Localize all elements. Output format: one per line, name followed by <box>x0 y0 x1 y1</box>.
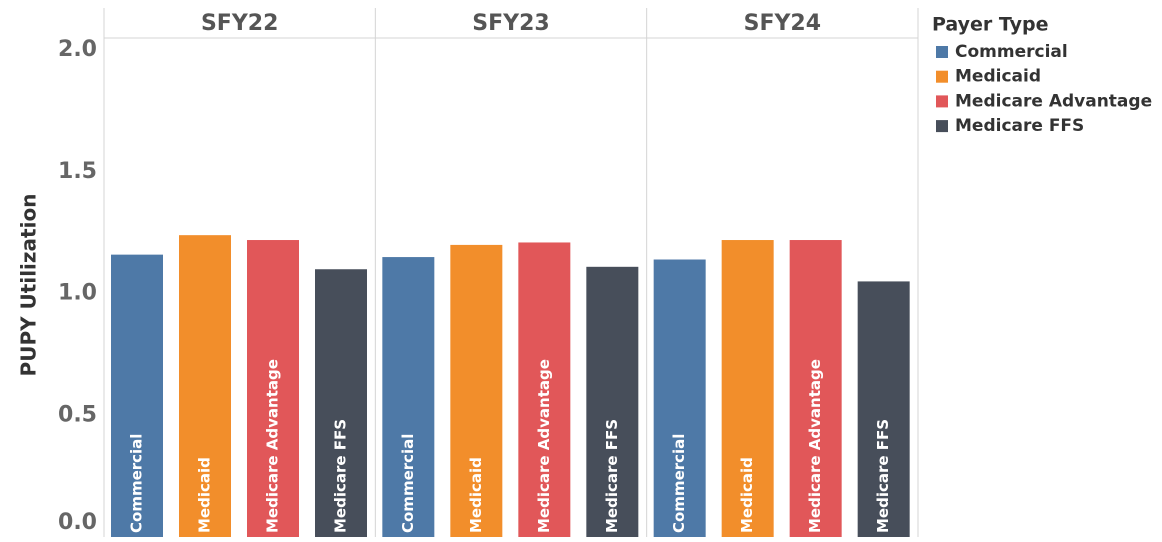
bar <box>382 257 435 537</box>
legend-title: Payer Type <box>932 14 1049 36</box>
bar-label: Commercial <box>670 434 688 533</box>
legend-swatch <box>936 70 948 83</box>
bar-label: Medicaid <box>738 457 756 533</box>
y-tick-label: 1.5 <box>58 159 97 184</box>
panel-header: SFY23 <box>472 11 549 36</box>
bar-label: Medicaid <box>467 457 485 533</box>
bar <box>857 281 910 537</box>
legend-swatch <box>936 95 948 108</box>
bar <box>450 244 503 537</box>
y-axis-label: PUPY Utilization <box>17 194 41 377</box>
bar-label: Medicare Advantage <box>264 359 282 533</box>
legend-label: Commercial <box>955 42 1068 62</box>
y-tick-label: 2.0 <box>58 37 97 62</box>
bar <box>247 240 299 537</box>
bar <box>653 259 706 537</box>
bar <box>586 266 639 537</box>
legend-swatch <box>936 120 948 133</box>
panel-header: SFY22 <box>201 11 278 36</box>
bar-label: Commercial <box>128 434 146 533</box>
bar-label: Commercial <box>399 434 417 533</box>
bar <box>721 240 774 537</box>
bar <box>111 254 163 537</box>
bar-label: Medicaid <box>196 457 214 533</box>
legend-label: Medicaid <box>955 67 1041 87</box>
y-tick-label: 0.5 <box>58 402 97 427</box>
panel-header: SFY24 <box>744 11 821 36</box>
bar-label: Medicare Advantage <box>806 359 824 533</box>
bar-label: Medicare FFS <box>332 419 350 533</box>
bar <box>315 269 367 537</box>
bar <box>179 235 231 538</box>
legend-swatch <box>936 46 948 58</box>
y-tick-label: 0.0 <box>58 510 97 535</box>
bar-label: Medicare FFS <box>603 419 621 533</box>
bar-label: Medicare Advantage <box>535 359 553 533</box>
y-tick-label: 1.0 <box>58 281 97 306</box>
legend-label: Medicare Advantage <box>955 91 1152 111</box>
bar-label: Medicare FFS <box>874 419 892 533</box>
bar <box>518 242 571 537</box>
legend-label: Medicare FFS <box>955 116 1084 136</box>
bar <box>789 240 842 537</box>
